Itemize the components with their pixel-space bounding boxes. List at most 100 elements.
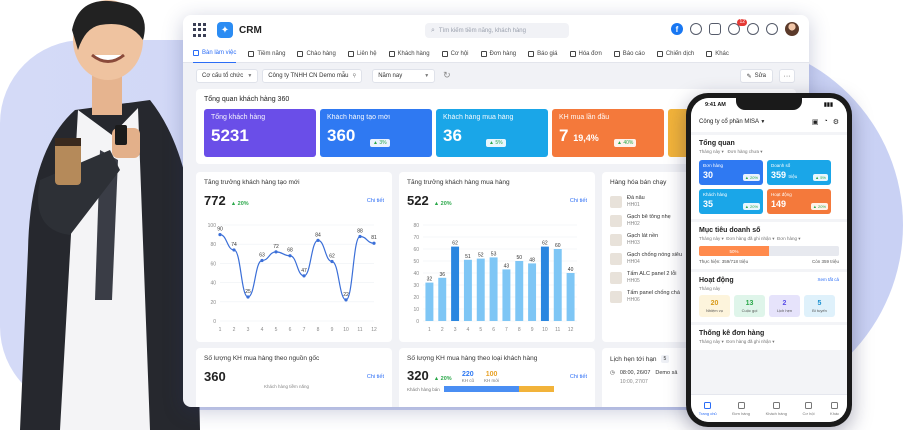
nav-item-quotes[interactable]: Báo giá bbox=[528, 45, 558, 63]
activity-label: Nhiệm vụ bbox=[706, 307, 723, 313]
nav-item-customers[interactable]: Khách hàng bbox=[388, 45, 430, 63]
search-input[interactable]: ⌕ Tìm kiếm tiềm năng, khách hàng bbox=[425, 23, 569, 38]
activity-appointments[interactable]: 2 Lịch hẹn bbox=[769, 295, 800, 317]
by-source-detail-link[interactable]: Chi tiết bbox=[366, 374, 384, 380]
nav-item-offers[interactable]: Chào hàng bbox=[297, 45, 336, 63]
data-label: 62 bbox=[452, 241, 458, 247]
by-type-detail-link[interactable]: Chi tiết bbox=[569, 374, 587, 380]
settings-gear-icon[interactable]: ⚙ bbox=[832, 119, 839, 126]
settings-gear-icon[interactable] bbox=[747, 23, 759, 35]
growth-new-detail-link[interactable]: Chi tiết bbox=[366, 198, 384, 204]
nav-item-more[interactable]: Khác bbox=[706, 45, 729, 63]
data-label: 62 bbox=[542, 241, 548, 247]
target-actual-unit: triệu bbox=[739, 259, 749, 264]
appointment-row-2[interactable]: 10:00, 27/07 bbox=[620, 379, 648, 385]
avatar[interactable] bbox=[785, 22, 799, 36]
best-selling-panel: Hàng hóa bán chạy Đá nâu HH01 Gạch bê tôn… bbox=[602, 172, 702, 342]
tab-orders[interactable]: Đơn hàng bbox=[732, 401, 750, 416]
more-button[interactable]: ··· bbox=[779, 69, 795, 83]
period-select[interactable]: Năm nay ▼ bbox=[372, 68, 436, 83]
company-select[interactable]: Công ty TNHH CN Demo mẫu ⚲ bbox=[262, 68, 363, 83]
growth-buy-delta: ▲ 20% bbox=[433, 201, 452, 207]
kpi-new-customers[interactable]: Khách hàng tạo mới 360 ▲ 3% bbox=[320, 109, 432, 157]
by-type-bar-label: Khách hàng bán bbox=[407, 386, 440, 392]
phone-kpi-activities[interactable]: Hoạt động 149 ▲ 20% bbox=[767, 189, 831, 214]
tab-more[interactable]: Khác bbox=[830, 401, 839, 416]
refresh-icon[interactable]: ↻ bbox=[443, 70, 451, 80]
kpi-first-buyers[interactable]: KH mua lần đầu 7 19,4% ▲ 40% bbox=[552, 109, 664, 157]
phone-kpi-badge: ▲ 20% bbox=[810, 203, 828, 210]
opportunity-icon bbox=[441, 50, 448, 57]
nav-item-reports[interactable]: Báo cáo bbox=[613, 45, 645, 63]
kpi-total-customers[interactable]: Tổng khách hàng 5231 bbox=[204, 109, 316, 157]
facebook-icon[interactable]: f bbox=[671, 23, 683, 35]
view-all-link[interactable]: Xem tất cả bbox=[817, 277, 839, 282]
appointment-time: 08:00, 26/07 bbox=[619, 370, 651, 376]
nav-item-leads[interactable]: Tiềm năng bbox=[248, 45, 285, 63]
tab-customers[interactable]: Khách hàng bbox=[765, 401, 787, 416]
target-remaining: Còn 359 triệu bbox=[812, 259, 839, 264]
nav-item-campaigns[interactable]: Chiến dịch bbox=[656, 45, 695, 63]
product-name: Đá nâu bbox=[627, 195, 645, 201]
tab-label: Cơ hội bbox=[802, 410, 815, 416]
activity-label: Bí tuyến bbox=[812, 307, 827, 313]
bar bbox=[528, 263, 537, 321]
target-icon bbox=[248, 50, 255, 57]
data-point bbox=[218, 233, 222, 237]
by-source-value: 360 bbox=[204, 369, 226, 384]
phone-orders-filters[interactable]: Tháng này ▾ Đơn hàng đã ghi nhận ▾ bbox=[699, 339, 775, 344]
activity-tasks[interactable]: 20 Nhiệm vụ bbox=[699, 295, 730, 317]
help-icon[interactable] bbox=[766, 23, 778, 35]
kpi-buying-customers[interactable]: Khách hàng mua hàng 36 ▲ 5% bbox=[436, 109, 548, 157]
y-tick-label: 80 bbox=[413, 223, 419, 229]
phone-kpi-customers[interactable]: Khách hàng 35 ▲ 20% bbox=[699, 189, 763, 214]
bell-icon[interactable]: 12 bbox=[728, 19, 747, 35]
cart-icon[interactable]: ▣ bbox=[811, 119, 819, 126]
activity-routes[interactable]: 5 Bí tuyến bbox=[804, 295, 835, 317]
nav-item-orders[interactable]: Đơn hàng bbox=[480, 45, 516, 63]
list-item[interactable]: Gạch lát nền HH03 bbox=[610, 230, 694, 249]
list-item[interactable]: Tấm ALC panel 2 lỗi HH05 bbox=[610, 268, 694, 287]
tab-home[interactable]: Trang chủ bbox=[699, 401, 717, 416]
phone-overview-filters[interactable]: Tháng này ▾ Đơn hàng chưa ▾ bbox=[699, 149, 763, 154]
company-selector[interactable]: Công ty cổ phần MISA ▼ bbox=[699, 119, 765, 125]
list-item[interactable]: Tấm panel chống chá HH06 bbox=[610, 287, 694, 306]
activity-period[interactable]: Tháng này bbox=[699, 286, 721, 291]
phone-orders: Thống kê đơn hàng Tháng này ▾ Đơn hàng đ… bbox=[691, 325, 847, 350]
activity-count: 13 bbox=[745, 299, 754, 307]
list-item[interactable]: Gạch chống nóng siêu HH04 bbox=[610, 249, 694, 268]
edit-button[interactable]: ✎ Sửa bbox=[739, 69, 773, 83]
growth-buy-detail-link[interactable]: Chi tiết bbox=[569, 198, 587, 204]
list-item[interactable]: Gạch bê tông nhẹ HH02 bbox=[610, 211, 694, 230]
nav-label: Chiến dịch bbox=[665, 50, 695, 57]
activity-count: 5 bbox=[817, 299, 822, 307]
phone-kpi-label: Hoạt động bbox=[771, 192, 792, 197]
tab-opportunities[interactable]: Cơ hội bbox=[802, 401, 815, 416]
growth-buy-panel: Tăng trưởng khách hàng mua hàng 522 ▲ 20%… bbox=[399, 172, 595, 342]
calendar-icon[interactable] bbox=[709, 23, 721, 35]
app-grid-icon[interactable] bbox=[193, 23, 207, 37]
data-label: 88 bbox=[357, 229, 363, 235]
support-icon[interactable] bbox=[690, 23, 702, 35]
list-item[interactable]: Đá nâu HH01 bbox=[610, 192, 694, 211]
nav-item-contacts[interactable]: Liên hệ bbox=[347, 45, 377, 63]
bell-icon[interactable]: ◔ bbox=[823, 118, 828, 125]
phone-kpi-revenue[interactable]: Doanh số 359 triệu ▲ 5% bbox=[767, 160, 831, 185]
nav-item-invoices[interactable]: Hóa đơn bbox=[569, 45, 602, 63]
y-tick-label: 10 bbox=[413, 307, 419, 313]
phone-kpi-orders[interactable]: Đơn hàng 30 ▲ 20% bbox=[699, 160, 763, 185]
phone-target-filters[interactable]: Tháng này ▾ Đơn hàng đã ghi nhận ▾ Đơn h… bbox=[699, 236, 801, 241]
org-select[interactable]: Cơ cấu tổ chức ▼ bbox=[196, 68, 259, 83]
product-code: HH04 bbox=[627, 259, 640, 265]
nav-item-opportunities[interactable]: Cơ hội bbox=[441, 45, 469, 63]
phone-kpi-value: 30 bbox=[703, 170, 714, 180]
status-time: 9:41 AM bbox=[705, 102, 726, 108]
appointment-row[interactable]: ◷ 08:00, 26/07 Demo sả bbox=[610, 370, 694, 376]
data-label: 40 bbox=[568, 267, 574, 273]
tab-label: Khách hàng bbox=[765, 410, 787, 416]
main-nav: Bàn làm việc Tiềm năng Chào hàng Liên hệ… bbox=[183, 45, 809, 63]
product-name: Tấm ALC panel 2 lỗi bbox=[627, 271, 677, 277]
activity-calls[interactable]: 13 Cuộc gọi bbox=[734, 295, 765, 317]
nav-item-workspace[interactable]: Bàn làm việc bbox=[193, 45, 237, 63]
data-label: 22 bbox=[343, 292, 349, 298]
